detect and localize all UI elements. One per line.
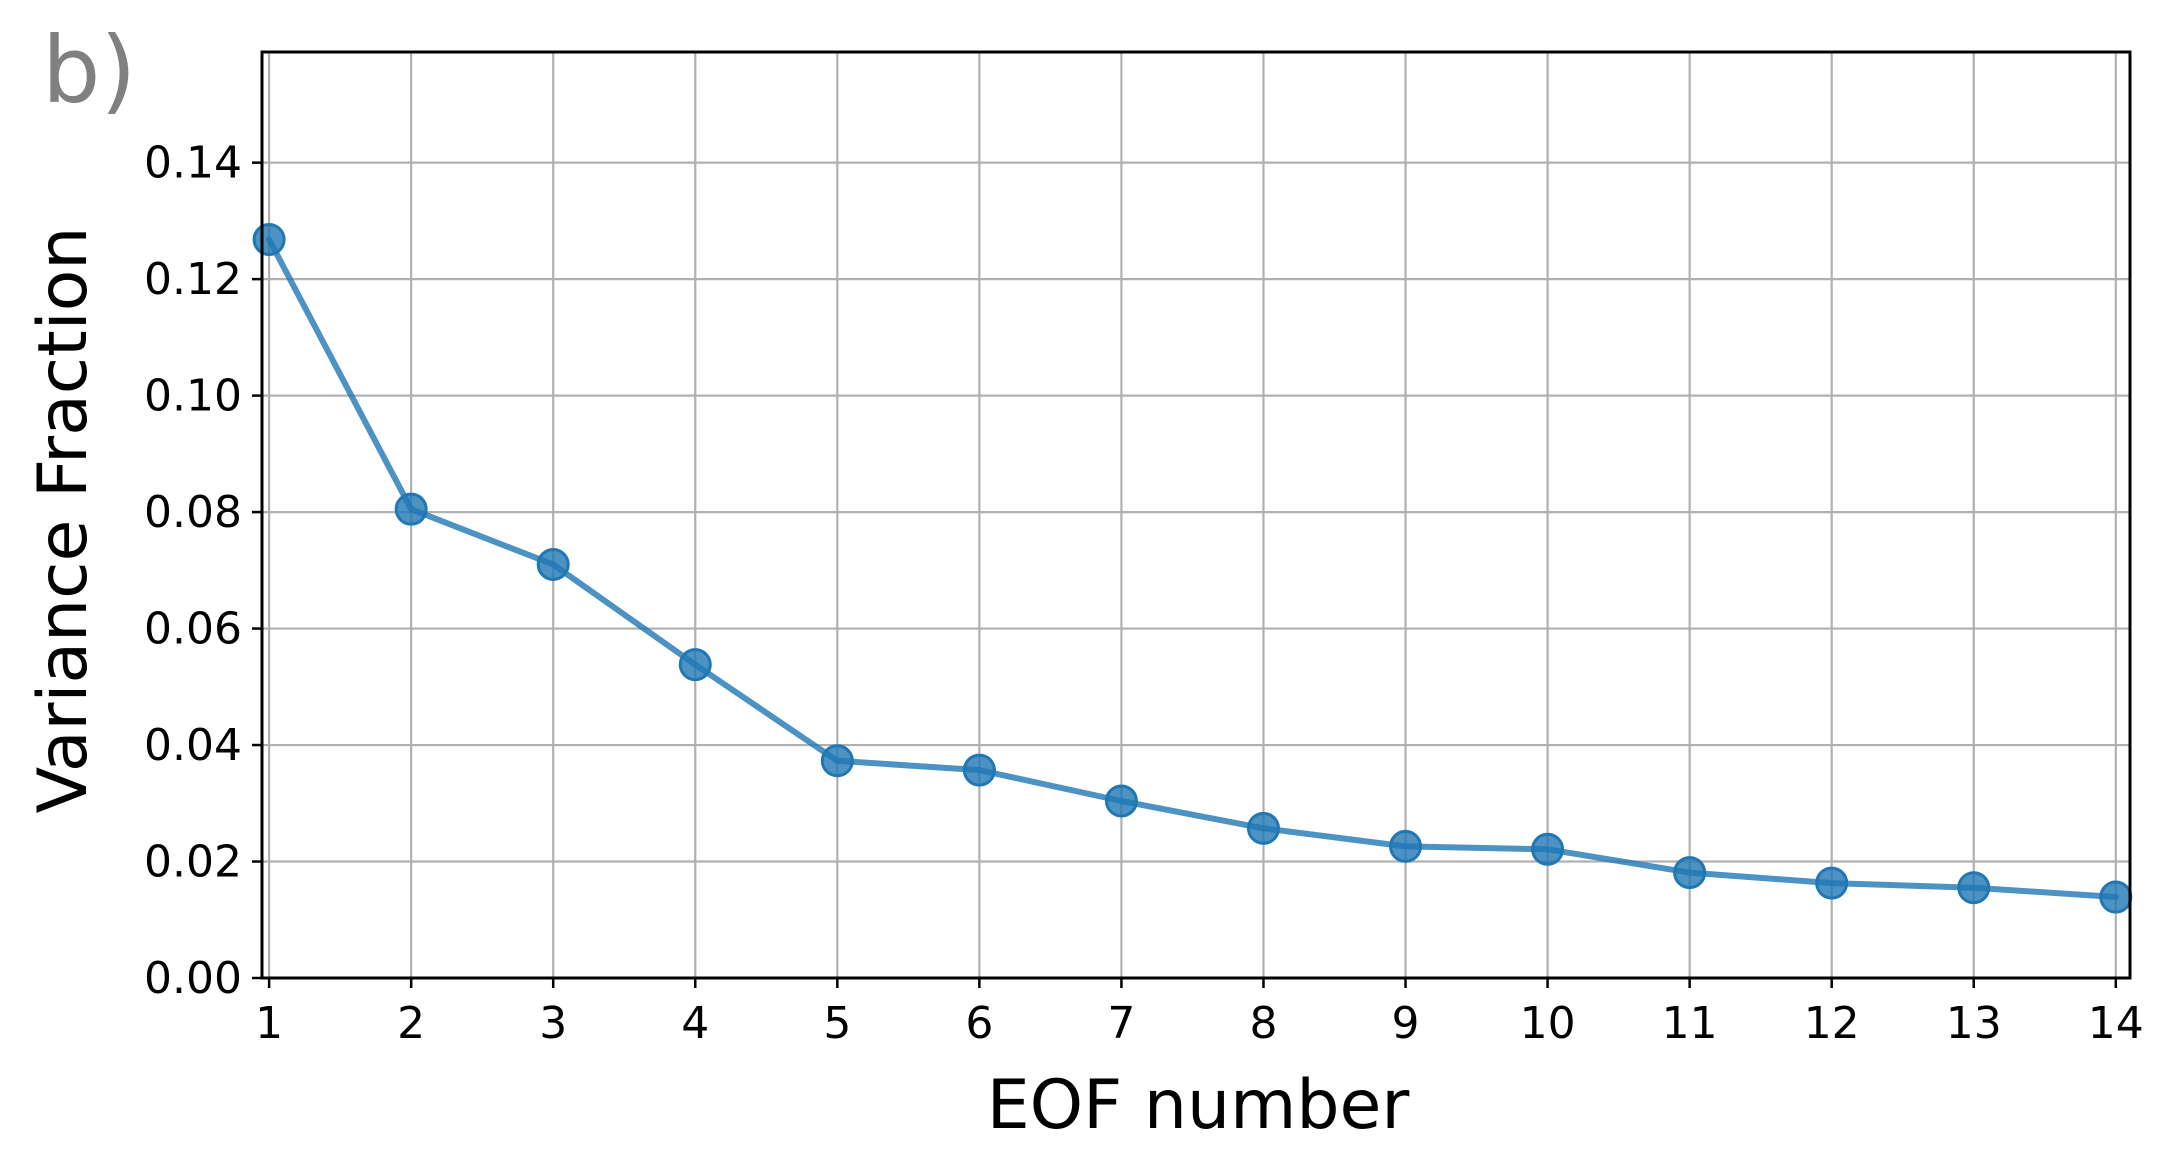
x-tick-label: 1 [255, 998, 283, 1049]
x-tick-label: 4 [681, 998, 709, 1049]
x-tick-label: 10 [1520, 998, 1576, 1049]
data-point [1673, 856, 1707, 890]
y-tick-label: 0.06 [144, 604, 242, 655]
data-point [1815, 866, 1849, 900]
series-layer [252, 223, 2133, 914]
data-point [678, 648, 712, 682]
data-point [1531, 832, 1565, 866]
data-point [962, 753, 996, 787]
y-tick-label: 0.04 [144, 720, 242, 771]
y-tick-label: 0.02 [144, 837, 242, 888]
y-tick-label: 0.08 [144, 487, 242, 538]
series-line [266, 236, 2119, 900]
x-tick-label: 3 [539, 998, 567, 1049]
panel-label: b) [42, 17, 136, 124]
data-point [1389, 829, 1423, 863]
data-point [1104, 784, 1138, 818]
y-tick-label: 0.00 [144, 953, 242, 1004]
x-tick-label: 8 [1249, 998, 1277, 1049]
x-tick-label: 14 [2088, 998, 2144, 1049]
axis-tick-labels: 1 2 3 4 5 6 7 8 9 10 11 12 13 140.000.020.040.060.080… [144, 138, 2144, 1049]
y-axis-label: Variance Fraction [24, 227, 103, 814]
x-tick-label: 13 [1946, 998, 2002, 1049]
data-point [2099, 880, 2133, 914]
data-point [252, 223, 286, 257]
data-point [1246, 811, 1280, 845]
x-tick-label: 12 [1804, 998, 1860, 1049]
data-point [820, 744, 854, 778]
data-point [1957, 871, 1991, 905]
grid-lines [262, 52, 2130, 980]
x-tick-label: 7 [1107, 998, 1135, 1049]
y-tick-label: 0.12 [144, 254, 242, 305]
data-point [536, 548, 570, 582]
x-tick-label: 2 [397, 998, 425, 1049]
x-axis-label: EOF number [987, 1066, 1410, 1145]
x-tick-label: 5 [823, 998, 851, 1049]
x-tick-label: 9 [1392, 998, 1420, 1049]
y-tick-label: 0.10 [144, 371, 242, 422]
axis-ticks [252, 161, 2118, 988]
plot-frame [260, 50, 2132, 980]
y-tick-label: 0.14 [144, 138, 242, 189]
x-tick-label: 6 [965, 998, 993, 1049]
x-tick-label: 11 [1662, 998, 1718, 1049]
data-point [394, 492, 428, 526]
